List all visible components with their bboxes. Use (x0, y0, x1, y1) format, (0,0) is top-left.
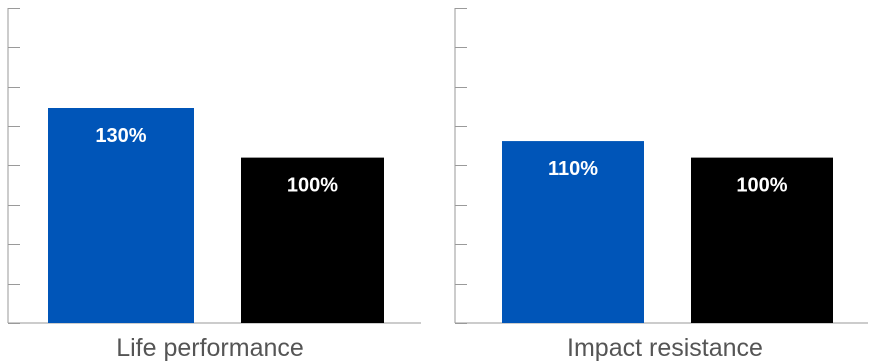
bar-value-label: 100% (736, 175, 787, 197)
bar-value-label: 100% (287, 175, 338, 197)
bar-value-label: 130% (95, 125, 146, 147)
bar-reference (691, 157, 833, 323)
bar-highlight (48, 108, 194, 323)
chart-panel-impact-resistance: 110% 100% Impact resistance (454, 8, 868, 362)
bar-highlight (502, 141, 644, 323)
chart-panel-life-performance: 130% 100% Life performance (7, 8, 421, 362)
bar-value-label: 110% (548, 158, 598, 180)
category-label: Impact resistance (567, 334, 763, 362)
bar-reference (241, 157, 384, 323)
category-label: Life performance (116, 334, 304, 362)
